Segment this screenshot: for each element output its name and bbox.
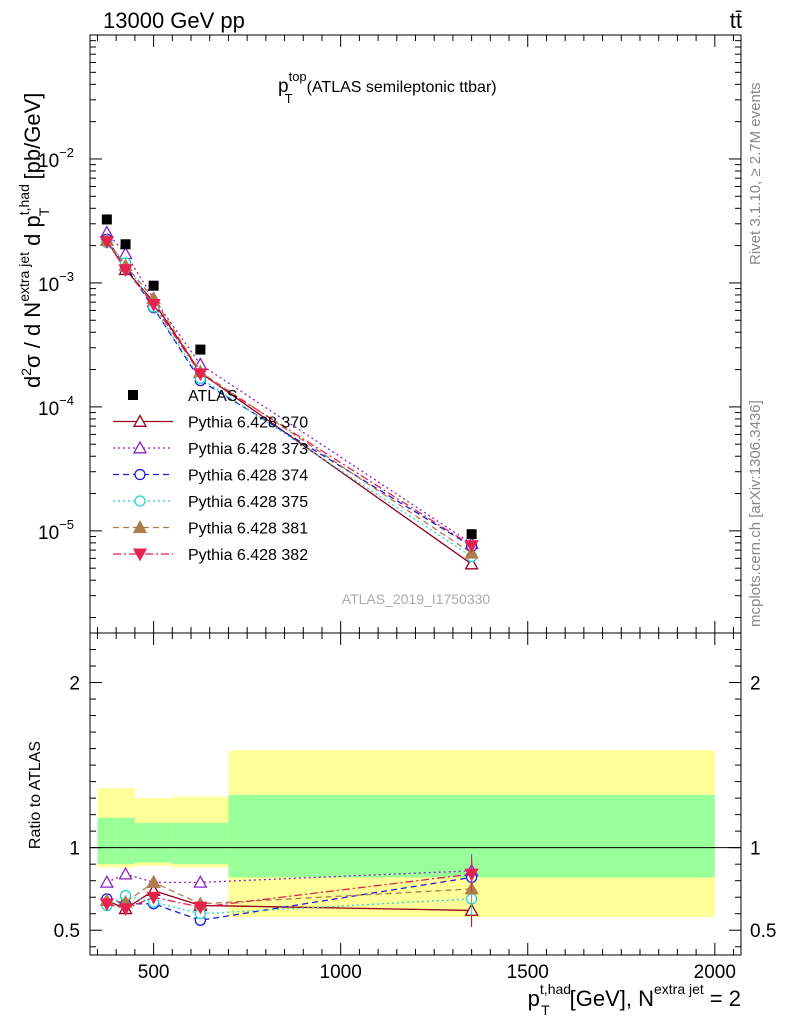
x-axis-label: pt,had T [GeV], Nextra jet = 2 <box>528 981 741 1018</box>
main-series-layer <box>99 225 479 570</box>
main-y-label: d2σ / d Nextra jet d pt,had T [pb/GeV] <box>16 93 52 388</box>
legend-label: Pythia 6.428 374 <box>188 468 308 485</box>
atlas-data-point <box>101 214 112 225</box>
legend-label: Pythia 6.428 370 <box>188 415 308 432</box>
ratio-series-point <box>193 875 208 888</box>
ratio-series-point <box>464 868 479 882</box>
energy-label: 13000 GeV pp <box>103 8 245 33</box>
mcplots-label: mcplots.cern.ch [arXiv:1306.3436] <box>747 400 764 627</box>
x-tick-label: 1000 <box>320 962 362 983</box>
series-point <box>118 264 133 277</box>
legend-marker <box>128 390 138 400</box>
ratio-axis-ticks: 0.5 0.5 1 1 2 2 500 1000 1500 2000 <box>54 633 776 983</box>
main-axis-ticks: 10−5 10−4 10−3 10−2 <box>38 34 741 633</box>
legend-label: Pythia 6.428 381 <box>188 521 308 538</box>
ratio-band-green <box>172 822 229 865</box>
legend: ATLAS Pythia 6.428 370 Pythia 6.428 373 Pyt… <box>113 388 308 564</box>
ratio-series-line <box>106 870 472 883</box>
ratio-series-point <box>146 891 161 905</box>
ratio-band-green <box>116 817 135 865</box>
ratio-band-green <box>134 822 173 863</box>
series-point <box>146 299 161 312</box>
legend-label: Pythia 6.428 373 <box>188 441 308 458</box>
ratio-y-tick-label: 1 <box>69 839 80 860</box>
main-panel: 10−5 10−4 10−3 10−2 ptop T(ATLAS semileptoni… <box>16 34 742 634</box>
series-point <box>464 556 479 570</box>
series-line <box>106 240 472 565</box>
ratio-band-green <box>97 817 117 865</box>
atlas-data-point <box>195 344 206 355</box>
ratio-y-tick-label: 0.5 <box>54 921 80 942</box>
ratio-panel: 0.5 0.5 1 1 2 2 500 1000 1500 2000 Ratio to ATLAS <box>27 632 776 983</box>
ratio-series-point <box>146 875 161 888</box>
ratio-y-label: Ratio to ATLAS <box>27 741 44 849</box>
process-label: tt̄ <box>730 8 742 33</box>
analysis-id: ATLAS_2019_I1750330 <box>342 591 491 607</box>
ratio-y-tick-label-right: 0.5 <box>750 921 776 942</box>
atlas-data-layer <box>101 214 477 540</box>
rivet-label: Rivet 3.1.10, ≥ 2.7M events <box>747 83 764 266</box>
ratio-series-point <box>99 898 114 912</box>
ratio-series-point <box>193 901 208 915</box>
legend-label: ATLAS <box>188 388 238 405</box>
y-tick-label: 10−2 <box>38 145 74 172</box>
ratio-y-tick-label: 2 <box>69 674 80 695</box>
y-tick-label: 10−4 <box>38 393 74 420</box>
series-point <box>193 368 208 382</box>
atlas-data-point <box>148 280 159 291</box>
legend-marker <box>134 495 146 507</box>
series-point <box>99 236 114 250</box>
legend-marker <box>132 414 148 427</box>
atlas-data-point <box>466 529 477 540</box>
ratio-y-tick-label-right: 2 <box>750 674 761 695</box>
chart-title: ptop T(ATLAS semileptonic ttbar) <box>278 69 497 106</box>
legend-label: Pythia 6.428 382 <box>188 547 308 564</box>
x-tick-label: 2000 <box>694 962 736 983</box>
ratio-y-tick-label-right: 1 <box>750 839 761 860</box>
legend-marker <box>132 440 148 454</box>
ratio-frame <box>89 632 742 956</box>
legend-marker <box>134 468 146 481</box>
x-tick-label: 1500 <box>507 962 549 983</box>
ratio-series-layer <box>99 854 479 927</box>
ratio-series-point <box>118 866 133 880</box>
atlas-data-point <box>120 239 131 250</box>
y-tick-label: 10−5 <box>38 517 74 544</box>
y-tick-label: 10−3 <box>38 269 74 296</box>
legend-marker <box>132 548 148 562</box>
x-tick-label: 500 <box>138 962 170 983</box>
series-point <box>118 246 133 260</box>
ratio-series-point <box>118 903 133 917</box>
main-frame <box>89 34 742 634</box>
ratio-series-point <box>99 875 114 888</box>
series-line <box>106 241 472 547</box>
legend-label: Pythia 6.428 375 <box>188 494 308 511</box>
legend-marker <box>132 520 148 533</box>
series-point <box>464 540 479 553</box>
